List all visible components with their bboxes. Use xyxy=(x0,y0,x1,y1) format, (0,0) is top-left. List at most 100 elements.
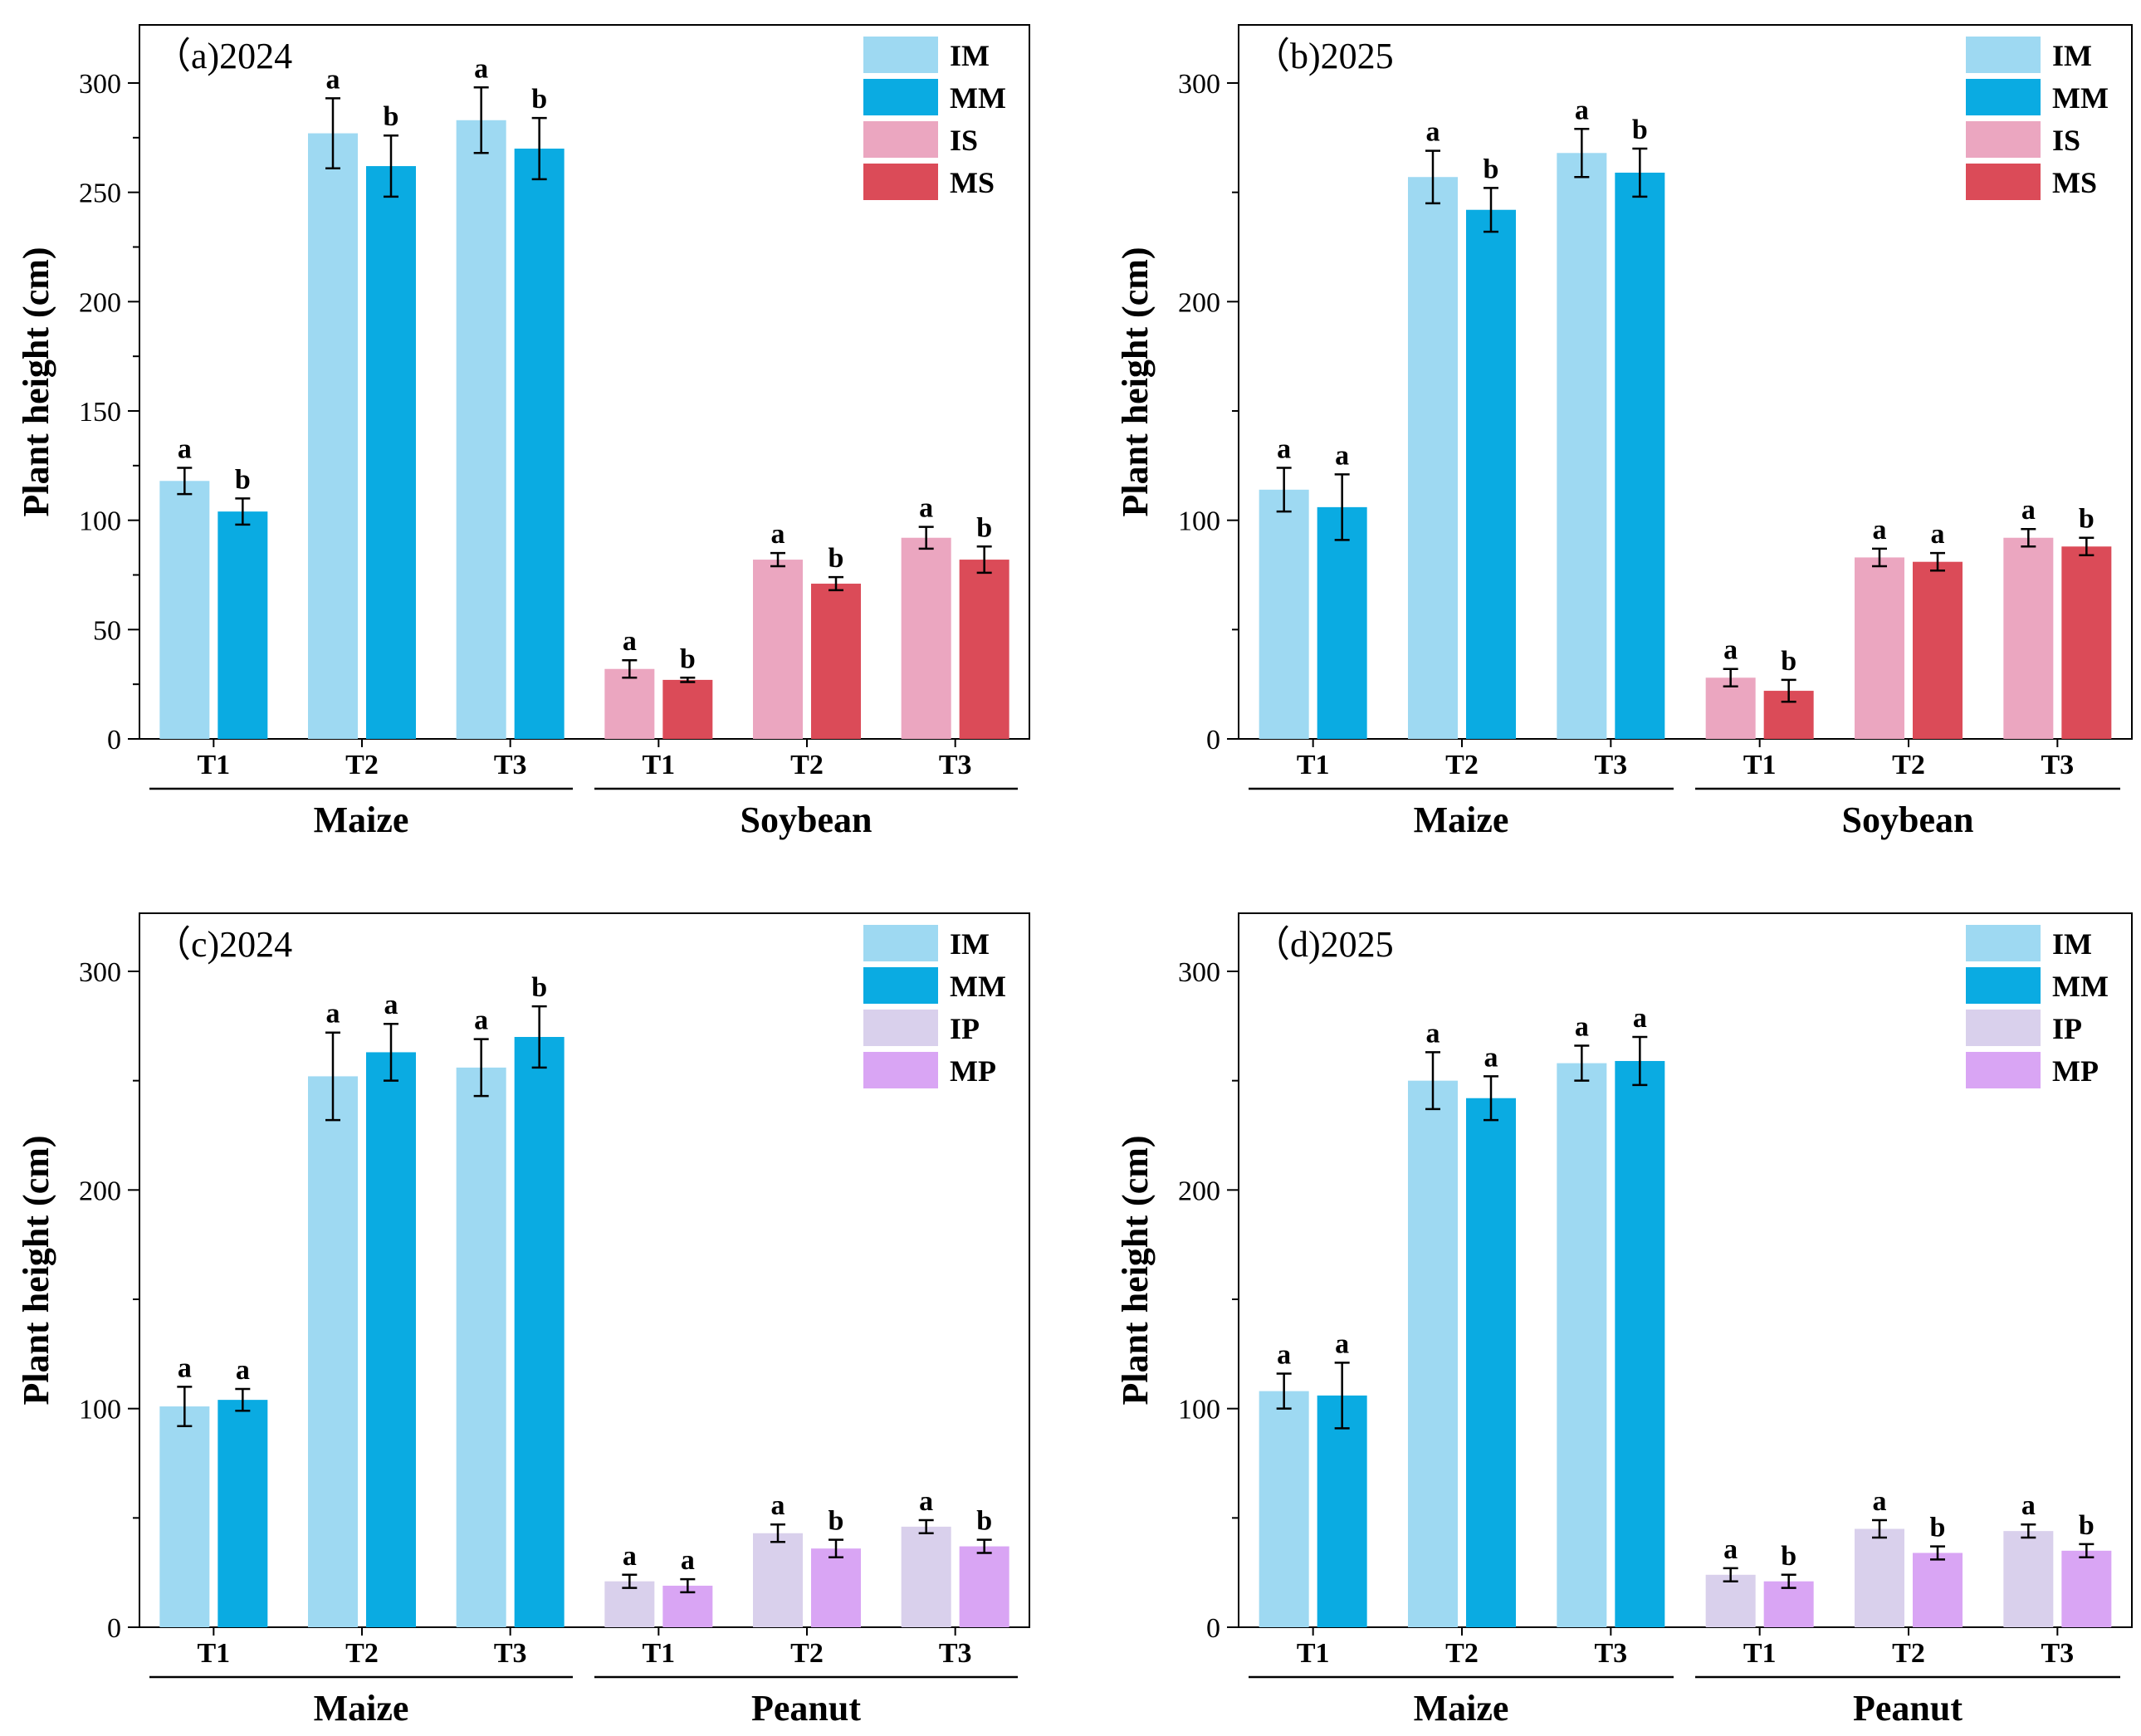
bar-mm xyxy=(366,1052,416,1627)
y-tick-label: 100 xyxy=(1178,506,1220,537)
significance-letter: a xyxy=(1484,1042,1498,1073)
bar-ip xyxy=(604,1581,655,1627)
bar-is xyxy=(1855,557,1904,739)
y-tick-label: 300 xyxy=(79,957,121,988)
x-tick-label: T2 xyxy=(345,1638,379,1669)
significance-letter: a xyxy=(1335,440,1349,471)
significance-letter: a xyxy=(178,433,192,464)
y-axis-label: Plant height (cm) xyxy=(1115,247,1156,516)
bar-ms xyxy=(2061,546,2112,739)
significance-letter: a xyxy=(326,64,340,95)
significance-letter: a xyxy=(1723,635,1738,666)
y-axis-label: Plant height (cm) xyxy=(1115,1135,1156,1405)
significance-letter: b xyxy=(235,464,251,495)
bar-mm xyxy=(1615,172,1665,739)
legend-label-ms: MS xyxy=(950,166,995,199)
significance-letter: a xyxy=(1277,433,1291,464)
bar-is xyxy=(2003,537,2054,739)
plot-frame xyxy=(139,912,1030,1628)
chart-panel-1: 0 100 200 300 Plant height (cm) （b)2025 T1 a a T2… xyxy=(1115,24,2133,840)
significance-letter: b xyxy=(976,1506,992,1537)
bar-im xyxy=(159,481,210,739)
significance-letter: a xyxy=(919,493,933,524)
y-tick-label: 200 xyxy=(79,287,121,318)
bar-is xyxy=(604,668,655,739)
x-tick-label: T2 xyxy=(1892,750,1925,780)
bar-ip xyxy=(901,1526,951,1627)
crop-label-soybean: Soybean xyxy=(741,800,873,840)
y-tick-label: 0 xyxy=(1206,725,1220,756)
crop-label-maize: Maize xyxy=(314,800,409,840)
crop-label-peanut: Peanut xyxy=(1853,1688,1963,1729)
plot-frame xyxy=(1238,24,2133,740)
x-tick-label: T1 xyxy=(642,1638,675,1669)
legend-swatch-is xyxy=(863,121,938,158)
significance-letter: a xyxy=(771,1490,785,1521)
x-tick-label: T2 xyxy=(790,750,824,780)
bar-im xyxy=(1408,177,1458,739)
significance-letter: a xyxy=(1277,1340,1291,1371)
legend-label-im: IM xyxy=(950,927,990,961)
bar-im xyxy=(159,1406,210,1627)
significance-letter: b xyxy=(1781,646,1796,677)
legend-swatch-im xyxy=(863,925,938,961)
x-tick-label: T2 xyxy=(790,1638,824,1669)
y-tick-label: 300 xyxy=(1178,69,1220,100)
legend-swatch-ip xyxy=(863,1010,938,1046)
legend-swatch-is xyxy=(1966,121,2041,158)
panel-title: （d)2025 xyxy=(1254,924,1394,965)
legend-label-ip: IP xyxy=(950,1012,980,1045)
bar-mm xyxy=(1615,1060,1665,1627)
x-tick-label: T3 xyxy=(1594,1638,1627,1669)
significance-letter: a xyxy=(178,1352,192,1383)
bar-mm xyxy=(218,1400,268,1627)
y-tick-label: 0 xyxy=(107,1613,121,1644)
x-tick-label: T3 xyxy=(2041,1638,2074,1669)
legend-label-ip: IP xyxy=(2052,1012,2082,1045)
bar-mm xyxy=(1466,1098,1516,1627)
y-tick-label: 50 xyxy=(93,615,121,646)
bar-is xyxy=(753,560,803,739)
bar-ip xyxy=(1705,1574,1756,1627)
legend-swatch-im xyxy=(1966,37,2041,73)
crop-label-soybean: Soybean xyxy=(1842,800,1974,840)
crop-label-maize: Maize xyxy=(314,1688,409,1729)
y-tick-label: 200 xyxy=(1178,1176,1220,1206)
chart-panel-2: 0 100 200 300 Plant height (cm) （c)2024 T1 a a T2… xyxy=(16,912,1030,1729)
significance-letter: a xyxy=(2021,495,2036,526)
legend-swatch-mm xyxy=(863,967,938,1004)
significance-letter: a xyxy=(1575,1012,1589,1043)
bar-im xyxy=(1408,1080,1458,1627)
y-axis-label: Plant height (cm) xyxy=(16,1135,56,1405)
legend-swatch-mm xyxy=(1966,79,2041,115)
panel-title: （a)2024 xyxy=(154,36,292,76)
plot-frame xyxy=(139,24,1030,740)
y-tick-label: 300 xyxy=(1178,957,1220,988)
panel-title: （b)2025 xyxy=(1254,36,1394,76)
bar-mm xyxy=(514,1037,565,1627)
legend-label-mp: MP xyxy=(950,1054,996,1088)
legend-swatch-ms xyxy=(1966,164,2041,200)
significance-letter: a xyxy=(1931,519,1945,550)
significance-letter: a xyxy=(2021,1490,2036,1521)
significance-letter: a xyxy=(474,53,488,84)
x-tick-label: T3 xyxy=(494,1638,527,1669)
crop-label-maize: Maize xyxy=(1414,800,1509,840)
legend-swatch-mp xyxy=(863,1052,938,1088)
significance-letter: a xyxy=(1723,1534,1738,1565)
bar-im xyxy=(1557,153,1607,739)
bar-ms xyxy=(1913,561,1963,739)
x-tick-label: T2 xyxy=(345,750,379,780)
significance-letter: b xyxy=(531,84,547,115)
chart-panel-0: 0 50 100 150 200 250 300 Plant height (cm) （a)20… xyxy=(16,24,1030,840)
legend-label-im: IM xyxy=(2052,39,2092,72)
legend-swatch-im xyxy=(863,37,938,73)
legend-label-mp: MP xyxy=(2052,1054,2099,1088)
x-tick-label: T3 xyxy=(939,1638,972,1669)
significance-letter: a xyxy=(1575,95,1589,125)
x-tick-label: T3 xyxy=(939,750,972,780)
bar-im xyxy=(1259,489,1309,739)
x-tick-label: T1 xyxy=(197,750,230,780)
x-tick-label: T2 xyxy=(1445,750,1479,780)
bar-is xyxy=(901,537,951,739)
